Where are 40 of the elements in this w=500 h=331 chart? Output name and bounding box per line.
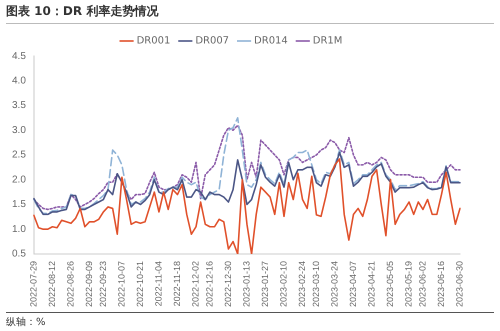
x-tick-label: 2023-04-21: [366, 260, 376, 308]
y-tick-label: 4.0: [12, 75, 26, 86]
x-tick-label: 2022-11-18: [172, 260, 182, 306]
y-tick-label: 1.0: [12, 224, 26, 235]
x-tick-label: 2022-10-07: [116, 260, 126, 308]
x-tick-label: 2023-05-05: [385, 260, 396, 308]
y-tick-label: 3.5: [12, 100, 26, 112]
x-tick-label: 2023-01-13: [241, 260, 252, 308]
x-tick-label: 2023-06-30: [454, 260, 464, 308]
y-tick-label: 3.0: [12, 124, 26, 136]
y-tick-label: 0.5: [12, 248, 26, 260]
y-tick-label: 1.5: [12, 199, 26, 210]
x-tick-label: 2023-03-24: [329, 260, 340, 308]
x-tick-label: 2023-06-16: [436, 260, 446, 308]
x-tick-label: 2022-12-02: [190, 260, 200, 308]
text: 纵轴：%: [6, 312, 494, 329]
x-tick-label: 2023-04-07: [348, 260, 358, 308]
legend-label: DR1M: [312, 36, 342, 47]
x-tick-label: 2023-03-10: [310, 260, 321, 308]
x-tick-label: 2022-09-09: [84, 260, 94, 308]
x-tick-label: 2023-06-02: [417, 260, 428, 308]
y-tick-label: 2.0: [12, 174, 26, 186]
x-tick-label: 2022-08-26: [65, 260, 76, 308]
legend-label: DR014: [254, 36, 288, 47]
x-tick-label: 2023-05-19: [404, 260, 414, 308]
legend-label: DR001: [136, 36, 170, 47]
legend-label: DR007: [195, 36, 230, 47]
x-tick-label: 2022-10-21: [134, 260, 145, 308]
y-tick-label: 4.5: [12, 50, 26, 62]
x-tick-label: 2022-11-04: [153, 260, 164, 306]
x-tick-label: 2022-07-29: [28, 260, 38, 308]
x-tick-label: 2023-01-27: [260, 260, 270, 308]
y-tick-label: 2.5: [12, 150, 26, 161]
x-tick-label: 2022-12-30: [222, 260, 233, 308]
x-tick-label: 2022-08-12: [46, 260, 57, 308]
x-tick-label: 2023-02-24: [297, 260, 308, 308]
x-tick-label: 2022-12-16: [204, 260, 214, 308]
x-tick-label: 2023-02-10: [278, 260, 288, 308]
x-tick-label: 2022-09-23: [98, 260, 108, 308]
chart-title: 图表 10：DR 利率走势情况: [6, 3, 494, 24]
